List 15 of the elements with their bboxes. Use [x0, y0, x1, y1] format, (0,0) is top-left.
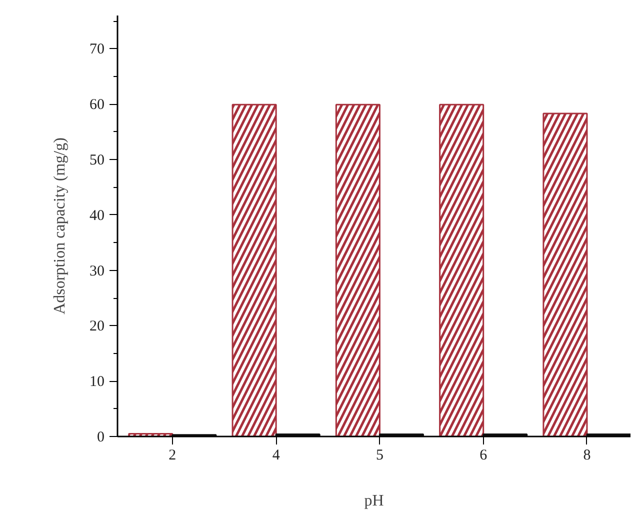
x-axis-title: pH — [364, 492, 384, 510]
y-tick-label: 50 — [90, 152, 104, 169]
y-tick-label: 40 — [90, 208, 104, 224]
x-tick-label: 8 — [583, 448, 591, 464]
y-tick-label: 30 — [90, 263, 104, 280]
y-axis-title: Adsorption capacity (mg/g) — [52, 138, 68, 314]
y-tick-label: 60 — [90, 97, 104, 114]
y-tick-label: 10 — [90, 374, 104, 390]
y-tick-label: 0 — [97, 430, 104, 446]
x-tick-label: 5 — [376, 448, 384, 464]
x-tick-label: 4 — [272, 448, 280, 464]
x-tick-label: 2 — [168, 448, 176, 464]
y-tick-label: 20 — [90, 318, 104, 335]
x-tick-label: 6 — [480, 448, 488, 464]
y-tick-label: 70 — [90, 42, 104, 58]
